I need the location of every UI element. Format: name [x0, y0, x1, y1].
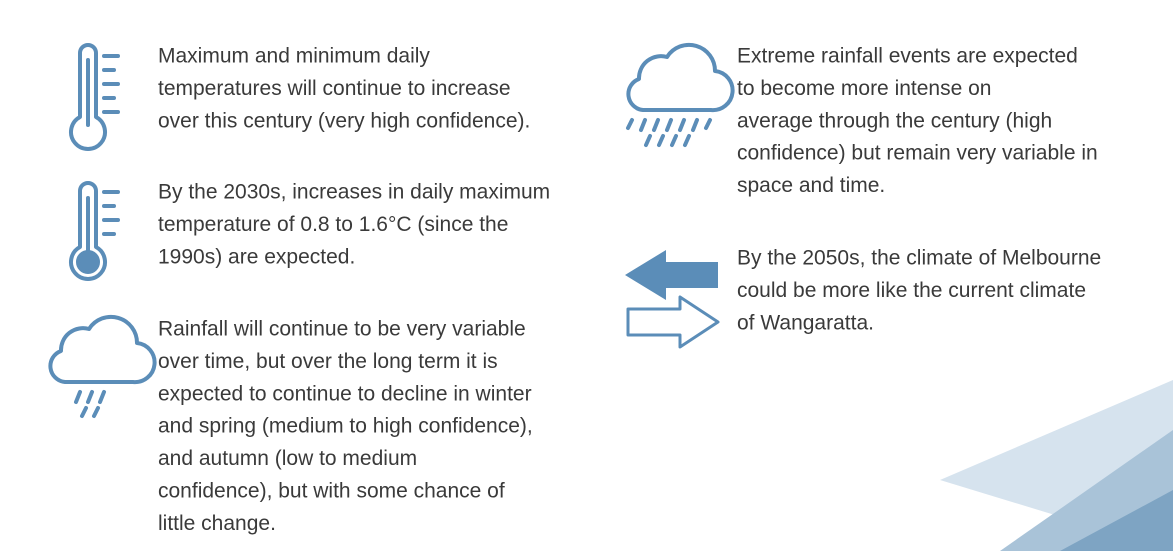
text-line: over time, but over the long term it is: [158, 350, 498, 373]
text-line: confidence), but with some chance of: [158, 480, 505, 503]
text-line: could be more like the current climate: [737, 279, 1086, 302]
thermometer-icon: [69, 181, 120, 281]
rain-cloud-icon: [48, 314, 157, 418]
text-line: temperature of 0.8 to 1.6°C (since the: [158, 213, 508, 236]
text-line: of Wangaratta.: [737, 311, 874, 334]
text-line: over this century (very high confidence)…: [158, 109, 530, 132]
thermometer-icon: [69, 43, 120, 151]
text-line: and autumn (low to medium: [158, 447, 417, 470]
text-line: temperatures will continue to increase: [158, 77, 511, 100]
text-line: little change.: [158, 512, 276, 535]
rain-cloud-icon: [626, 42, 735, 147]
text-line: By the 2050s, the climate of Melbourne: [737, 247, 1101, 270]
text-line: Rainfall will continue to be very variab…: [158, 318, 526, 341]
decor-triangles: [940, 380, 1173, 551]
text-line: By the 2030s, increases in daily maximum: [158, 181, 550, 204]
text-line: confidence) but remain very variable in: [737, 142, 1098, 165]
text-line: Extreme rainfall events are expected: [737, 45, 1078, 68]
arrows-icon: [625, 250, 720, 349]
text-line: 1990s) are expected.: [158, 245, 355, 268]
text-line: to become more intense on: [737, 77, 991, 100]
text-line: Maximum and minimum daily: [158, 45, 430, 68]
text-line: expected to continue to decline in winte…: [158, 382, 532, 405]
text-line: and spring (medium to high confidence),: [158, 415, 533, 438]
text-line: space and time.: [737, 174, 885, 197]
text-blocks: Maximum and minimum daily temperatures wi…: [158, 45, 1101, 535]
text-line: average through the century (high: [737, 109, 1052, 132]
